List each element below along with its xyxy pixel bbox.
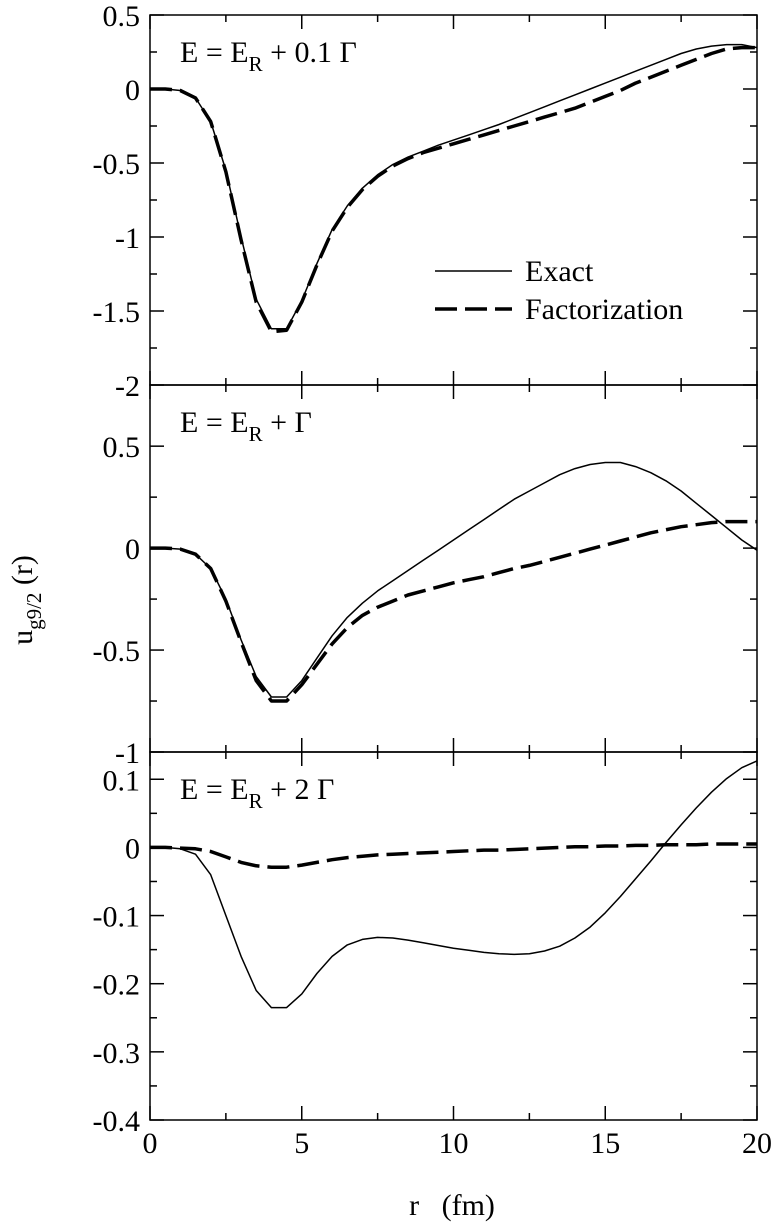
legend: Exact Factorization <box>435 255 683 326</box>
y-tick-label: 0 <box>125 74 140 107</box>
y-tick-label: -0.3 <box>93 1037 141 1070</box>
y-tick-label: 0.1 <box>103 764 141 797</box>
x-tick-label: 20 <box>742 1127 772 1160</box>
y-tick-label: 0.5 <box>103 431 141 464</box>
x-tick-label: 15 <box>590 1127 620 1160</box>
panel-3: 0.10-0.1-0.2-0.3-0.40 5 10 15 20E = ER + 2 Γ <box>93 751 772 1160</box>
x-tick-label: 0 <box>143 1127 158 1160</box>
y-axis-label-subscript: g9/2 <box>22 593 46 630</box>
panel-1: 0.5 0 -0.5 -1 -1.5 -2 E = ER + 0.1 Γ Exact Facto… <box>93 0 758 403</box>
y-tick-label: -0.5 <box>93 148 141 181</box>
panel-title: E = ER + 2 Γ <box>180 773 334 813</box>
y-axis-label-tail: (r) <box>6 555 39 592</box>
series-exact-line <box>150 760 757 1009</box>
x-tick-label: 5 <box>294 1127 309 1160</box>
panel-title: E = ER + Γ <box>180 406 312 446</box>
x-tick-label: 10 <box>439 1127 469 1160</box>
y-tick-label: 0 <box>125 832 140 865</box>
panels: 0.5 0 -0.5 -1 -1.5 -2 E = ER + 0.1 Γ Exact Facto… <box>93 0 773 1160</box>
y-tick-label: -1 <box>115 222 140 255</box>
series-factorization-line <box>150 519 757 703</box>
y-tick-label: 0.5 <box>103 0 141 33</box>
panel-frame <box>149 751 758 1121</box>
y-axis-label-main: u <box>6 630 39 645</box>
y-tick-label: -0.5 <box>93 635 141 668</box>
y-tick-label: -0.4 <box>93 1105 141 1138</box>
legend-label-exact: Exact <box>525 255 594 288</box>
y-tick-label: -2 <box>115 370 140 403</box>
y-tick-label: 0 <box>125 533 140 566</box>
y-tick-label: -1.5 <box>93 296 141 329</box>
y-tick-label: -0.1 <box>93 901 141 934</box>
panel-2: 0.5 0 -0.5 -1 E = ER + Γ <box>93 384 758 770</box>
panel-frame <box>149 384 758 753</box>
x-axis-label: r (fm) <box>409 1189 495 1222</box>
legend-label-factorization: Factorization <box>525 293 683 326</box>
series-exact-line <box>150 461 757 698</box>
panel-title: E = ER + 0.1 Γ <box>180 36 357 76</box>
series-factorization-line <box>150 842 757 869</box>
series-factorization-line <box>150 45 757 334</box>
series-exact-line <box>150 43 757 330</box>
y-tick-label: -1 <box>115 737 140 770</box>
y-tick-label: -0.2 <box>93 969 141 1002</box>
y-axis-label: ug9/2 (r) <box>6 555 46 645</box>
